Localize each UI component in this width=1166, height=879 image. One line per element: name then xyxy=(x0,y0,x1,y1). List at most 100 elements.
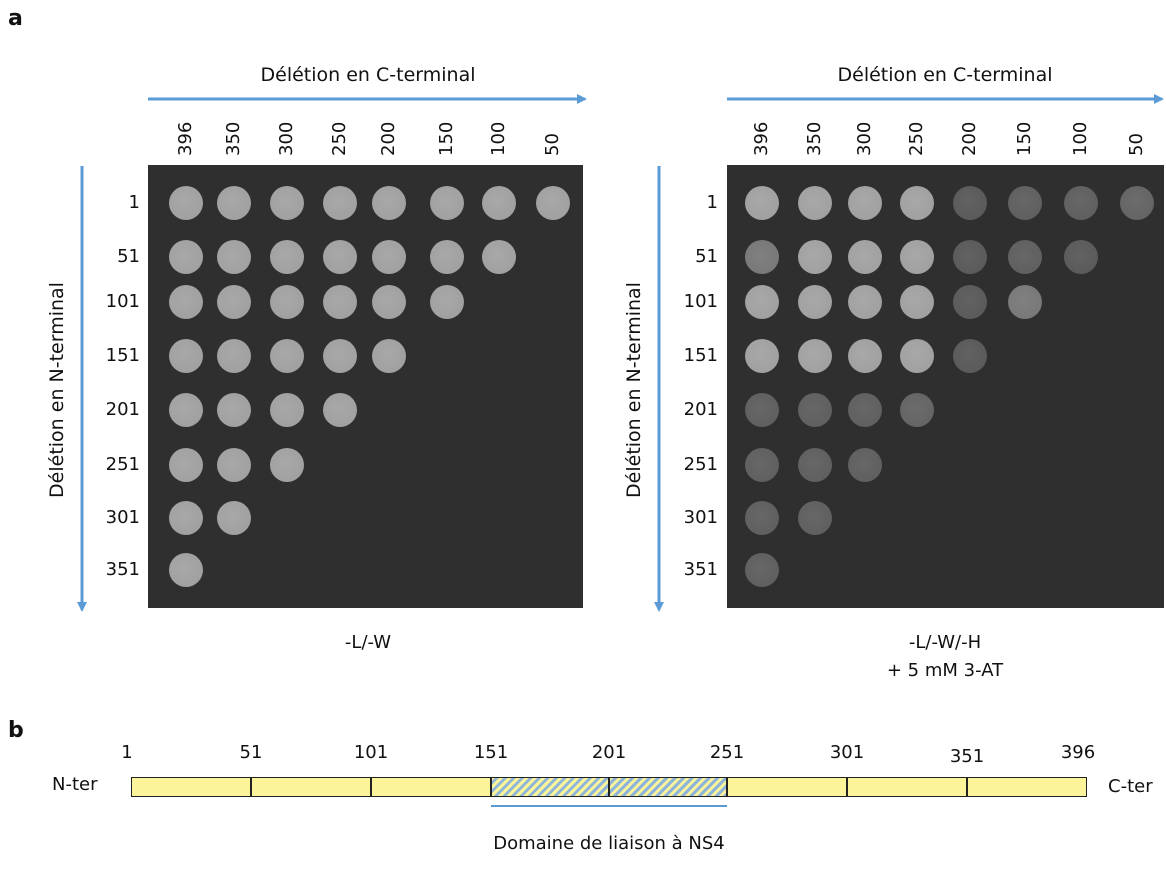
segment-divider xyxy=(726,777,728,797)
right-column-label-50: 50 xyxy=(1126,133,1147,156)
right-colony-spot xyxy=(1008,240,1042,274)
right-colony-spot xyxy=(900,186,934,220)
left-colony-spot xyxy=(482,186,516,220)
right-colony-spot xyxy=(745,339,779,373)
position-label-251: 251 xyxy=(709,742,745,763)
left-column-label-396: 396 xyxy=(175,121,196,156)
left-colony-spot xyxy=(372,285,406,319)
panel-a-letter: a xyxy=(8,6,23,31)
right-row-label-101: 101 xyxy=(683,291,718,312)
right-c-axis-title: Délétion en C-terminal xyxy=(837,64,1053,86)
right-condition-line2: + 5 mM 3-AT xyxy=(886,660,1004,681)
left-colony-spot xyxy=(270,393,304,427)
right-colony-spot xyxy=(798,186,832,220)
right-colony-spot xyxy=(798,393,832,427)
right-colony-spot xyxy=(745,501,779,535)
segment-divider xyxy=(846,777,848,797)
position-label-101: 101 xyxy=(353,742,389,763)
right-colony-spot xyxy=(900,240,934,274)
right-column-label-250: 250 xyxy=(906,121,927,156)
position-label-351: 351 xyxy=(949,746,985,767)
right-row-label-351: 351 xyxy=(683,559,718,580)
right-colony-spot xyxy=(900,393,934,427)
right-colony-spot xyxy=(745,553,779,587)
left-row-label-201: 201 xyxy=(105,399,140,420)
segment-divider xyxy=(250,777,252,797)
n-ter-label: N-ter xyxy=(52,774,98,795)
right-colony-spot xyxy=(745,393,779,427)
left-colony-spot xyxy=(217,186,251,220)
left-colony-spot xyxy=(169,448,203,482)
right-colony-spot xyxy=(1120,186,1154,220)
left-colony-spot xyxy=(430,186,464,220)
right-colony-spot xyxy=(745,448,779,482)
left-colony-spot xyxy=(169,240,203,274)
left-colony-spot xyxy=(217,393,251,427)
left-colony-spot xyxy=(270,240,304,274)
left-colony-spot xyxy=(169,393,203,427)
panel-b-letter: b xyxy=(8,718,24,743)
right-column-label-396: 396 xyxy=(751,121,772,156)
right-column-label-200: 200 xyxy=(959,121,980,156)
right-colony-spot xyxy=(1008,285,1042,319)
left-colony-spot xyxy=(482,240,516,274)
left-colony-spot xyxy=(372,240,406,274)
right-colony-spot xyxy=(745,186,779,220)
left-row-label-301: 301 xyxy=(105,507,140,528)
right-colony-spot xyxy=(848,393,882,427)
right-colony-spot xyxy=(1064,186,1098,220)
right-column-label-300: 300 xyxy=(854,121,875,156)
domain-label: Domaine de liaison à NS4 xyxy=(493,833,725,854)
left-colony-spot xyxy=(430,240,464,274)
left-colony-spot xyxy=(217,339,251,373)
position-label-396: 396 xyxy=(1060,742,1096,763)
left-colony-spot xyxy=(536,186,570,220)
left-column-label-50: 50 xyxy=(542,133,563,156)
position-label-51: 51 xyxy=(239,742,263,763)
right-colony-spot xyxy=(1008,186,1042,220)
left-row-label-51: 51 xyxy=(117,246,140,267)
right-column-label-100: 100 xyxy=(1070,121,1091,156)
segment-divider xyxy=(608,777,610,797)
right-colony-spot xyxy=(1064,240,1098,274)
left-colony-spot xyxy=(270,448,304,482)
right-colony-spot xyxy=(745,240,779,274)
right-row-label-201: 201 xyxy=(683,399,718,420)
left-colony-spot xyxy=(169,553,203,587)
position-label-1: 1 xyxy=(121,742,133,763)
right-colony-spot xyxy=(848,186,882,220)
left-row-label-101: 101 xyxy=(105,291,140,312)
right-colony-spot xyxy=(953,186,987,220)
right-colony-spot xyxy=(953,285,987,319)
left-colony-spot xyxy=(323,339,357,373)
left-colony-spot xyxy=(270,186,304,220)
left-colony-spot xyxy=(169,285,203,319)
right-column-label-350: 350 xyxy=(804,121,825,156)
left-row-label-1: 1 xyxy=(128,192,140,213)
left-column-label-200: 200 xyxy=(378,121,399,156)
segment-divider xyxy=(966,777,968,797)
right-colony-spot xyxy=(798,240,832,274)
segment-divider xyxy=(490,777,492,797)
right-colony-spot xyxy=(900,285,934,319)
left-colony-spot xyxy=(372,186,406,220)
left-colony-spot xyxy=(169,501,203,535)
position-label-201: 201 xyxy=(591,742,627,763)
position-label-151: 151 xyxy=(473,742,509,763)
left-colony-spot xyxy=(217,285,251,319)
left-colony-spot xyxy=(323,393,357,427)
domain-bracket-line xyxy=(491,805,727,807)
segment-divider xyxy=(370,777,372,797)
right-colony-spot xyxy=(798,501,832,535)
left-column-label-150: 150 xyxy=(436,121,457,156)
right-row-label-301: 301 xyxy=(683,507,718,528)
left-column-label-250: 250 xyxy=(329,121,350,156)
left-colony-spot xyxy=(217,448,251,482)
right-colony-spot xyxy=(848,448,882,482)
left-colony-spot xyxy=(372,339,406,373)
right-colony-spot xyxy=(848,285,882,319)
left-colony-spot xyxy=(169,186,203,220)
left-column-label-350: 350 xyxy=(223,121,244,156)
left-colony-spot xyxy=(169,339,203,373)
